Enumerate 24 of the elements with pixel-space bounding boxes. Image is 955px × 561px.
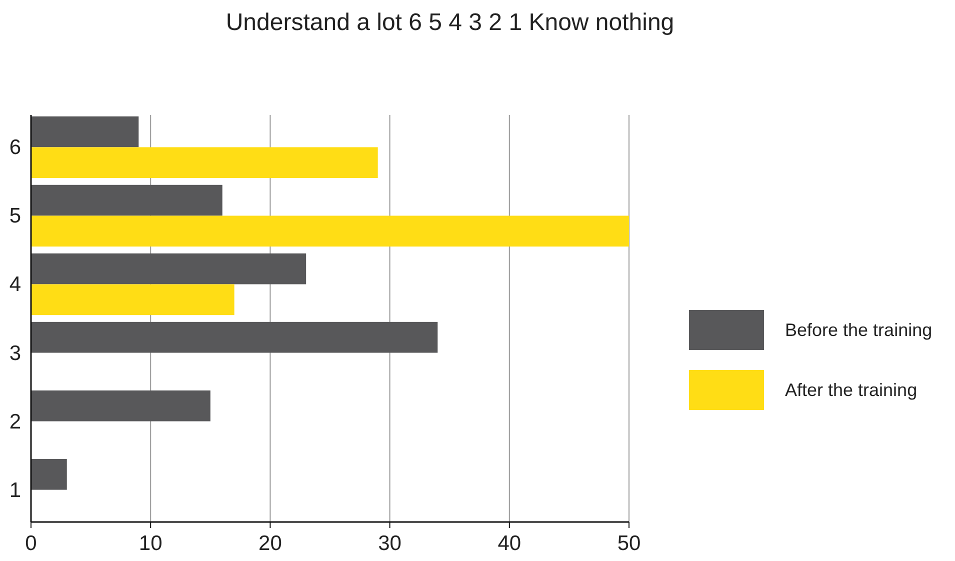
y-tick-label: 4 [9,273,22,296]
y-tick-label: 6 [9,136,21,160]
y-tick-label: 3 [9,342,21,365]
legend-label: After the training [785,380,918,400]
x-tick-label: 10 [138,532,162,555]
bar [31,390,210,422]
x-tick-label: 50 [617,532,641,555]
y-tick-label: 1 [9,478,21,502]
bar [31,184,222,216]
x-tick-label: 0 [25,532,37,555]
x-tick-label: 30 [378,532,402,555]
bar [31,284,234,316]
bar [31,253,306,284]
bar [31,322,438,353]
x-tick-label: 40 [498,532,522,555]
bar [31,116,139,148]
x-tick-label: 20 [258,532,282,555]
y-tick-label: 5 [9,204,21,228]
bar [31,216,629,247]
bar [31,458,67,490]
y-tick-label: 2 [9,410,21,434]
chart-title: Understand a lot 6 5 4 3 2 1 Know nothing [226,9,674,36]
bar [31,147,378,178]
legend-label: Before the training [785,320,932,340]
